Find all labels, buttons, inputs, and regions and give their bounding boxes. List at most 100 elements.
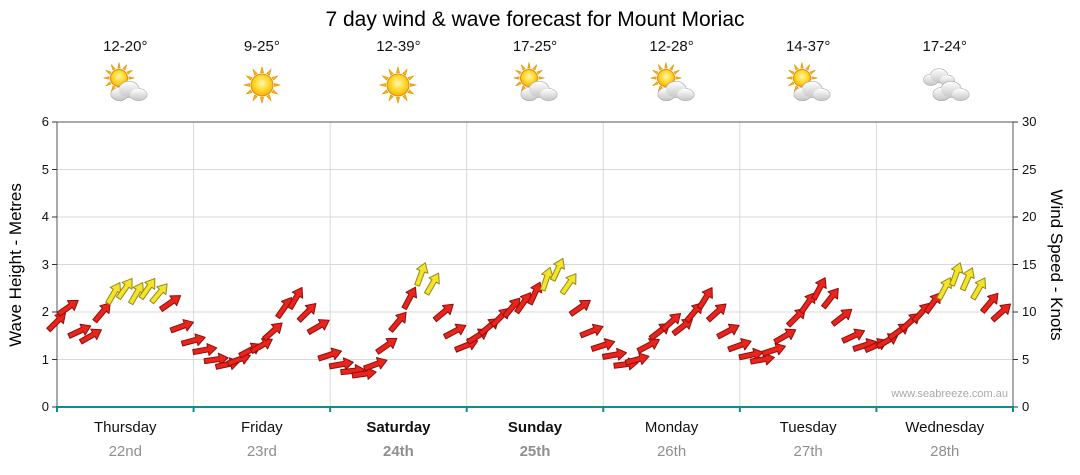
- weather-icon-sunny: [368, 62, 428, 108]
- wind-arrow: [980, 292, 999, 314]
- left-axis-tick: 0: [41, 399, 49, 414]
- wind-arrow: [660, 312, 682, 332]
- partly-cloudy-icon: [649, 62, 694, 101]
- day-date-label: 22nd: [108, 443, 142, 460]
- day-date-label: 25th: [519, 443, 551, 460]
- day-date-label: 23rd: [246, 443, 277, 460]
- partly-cloudy-icon: [786, 62, 831, 101]
- wind-arrow: [841, 328, 866, 344]
- day-name-label: Thursday: [94, 419, 157, 436]
- wind-arrow: [696, 287, 713, 310]
- right-axis-tick: 15: [1022, 256, 1037, 272]
- day-name-label: Wednesday: [905, 419, 985, 436]
- wind-arrow: [590, 338, 616, 352]
- wind-arrow: [798, 292, 816, 315]
- day-name-label: Tuesday: [779, 419, 837, 436]
- wind-arrow: [990, 303, 1012, 323]
- temp-range-label: 14-37°: [785, 38, 831, 55]
- weather-icon-sunny: [232, 62, 292, 108]
- left-axis-tick: 1: [41, 351, 49, 367]
- weather-icon-partly-cloudy: [505, 62, 565, 108]
- day-name-label: Friday: [241, 419, 283, 436]
- wind-arrow: [159, 295, 182, 312]
- wind-arrow: [388, 311, 407, 333]
- wind-arrow: [821, 287, 839, 310]
- wind-arrow: [579, 323, 604, 339]
- partly-cloudy-icon: [103, 62, 148, 101]
- wind-arrow: [949, 262, 964, 287]
- wind-arrow: [375, 337, 398, 355]
- temp-range-label: 12-28°: [649, 38, 694, 55]
- wind-arrow: [138, 277, 156, 301]
- right-axis-tick: 10: [1022, 304, 1037, 319]
- wind-arrow: [761, 342, 786, 357]
- wind-arrow: [568, 299, 591, 317]
- wind-arrow: [78, 328, 102, 345]
- temp-range-label: 9-25°: [243, 38, 280, 55]
- wind-arrow: [549, 257, 566, 282]
- partly-cloudy-icon: [513, 62, 558, 101]
- right-axis-tick: 5: [1022, 351, 1030, 367]
- wind-arrow: [970, 277, 987, 301]
- wind-arrow: [773, 328, 797, 345]
- wind-arrow: [401, 286, 418, 311]
- temp-range-label: 12-39°: [376, 38, 421, 55]
- wind-arrow: [830, 308, 853, 327]
- left-axis-tick: 5: [41, 161, 49, 177]
- wind-arrow: [423, 272, 440, 296]
- wind-arrow: [249, 338, 273, 354]
- left-axis-tick: 6: [41, 114, 49, 129]
- day-date-label: 26th: [656, 443, 687, 460]
- cloudy-icon: [922, 68, 970, 101]
- wind-arrow: [67, 323, 92, 339]
- wind-arrow: [671, 318, 693, 337]
- wind-arrow: [811, 277, 827, 301]
- wind-arrow: [363, 357, 388, 372]
- day-name-label: Saturday: [366, 419, 431, 436]
- day-name-label: Monday: [644, 419, 699, 436]
- wind-arrow: [180, 333, 206, 347]
- wind-arrow: [786, 307, 806, 328]
- wind-arrow: [92, 302, 111, 324]
- day-date-label: 24th: [383, 443, 414, 460]
- left-axis-tick: 2: [41, 304, 49, 319]
- wind-arrow: [959, 267, 975, 292]
- wind-arrow: [169, 319, 194, 334]
- wind-arrow: [706, 303, 727, 323]
- wind-arrow: [527, 281, 543, 306]
- wind-arrow: [559, 273, 577, 296]
- temp-range-label: 12-20°: [103, 38, 148, 55]
- right-axis-tick: 25: [1022, 161, 1037, 177]
- watermark: www.seabreeze.com.au: [891, 388, 1008, 400]
- wind-arrow: [115, 277, 133, 301]
- wind-arrow: [432, 303, 454, 323]
- wind-arrow: [936, 277, 952, 301]
- weather-icon-cloudy: [915, 62, 975, 108]
- wind-arrow: [149, 283, 168, 305]
- temp-range-label: 17-24°: [922, 38, 967, 55]
- wind-arrow: [727, 338, 752, 353]
- wind-arrow: [684, 302, 703, 324]
- weather-icon-partly-cloudy: [642, 62, 702, 108]
- wind-arrow: [192, 343, 218, 356]
- right-axis-tick: 30: [1022, 114, 1037, 129]
- wind-arrow: [624, 352, 650, 366]
- wind-arrow: [716, 323, 740, 340]
- day-date-label: 28th: [930, 443, 960, 460]
- chart-title: 7 day wind & wave forecast for Mount Mor…: [325, 8, 745, 31]
- wind-arrow: [443, 323, 467, 340]
- wind-arrow: [46, 312, 66, 333]
- wind-arrow: [636, 338, 660, 354]
- day-name-label: Sunday: [507, 419, 563, 436]
- day-date-label: 27th: [793, 443, 823, 460]
- left-axis-tick: 4: [41, 209, 49, 224]
- weather-icon-partly-cloudy: [95, 62, 155, 108]
- wind-arrow: [56, 299, 79, 317]
- wind-arrow: [287, 286, 304, 310]
- right-axis-tick: 0: [1022, 399, 1030, 414]
- weather-icon-partly-cloudy: [778, 62, 838, 108]
- wind-arrow: [306, 319, 330, 335]
- temp-range-label: 17-25°: [512, 38, 558, 55]
